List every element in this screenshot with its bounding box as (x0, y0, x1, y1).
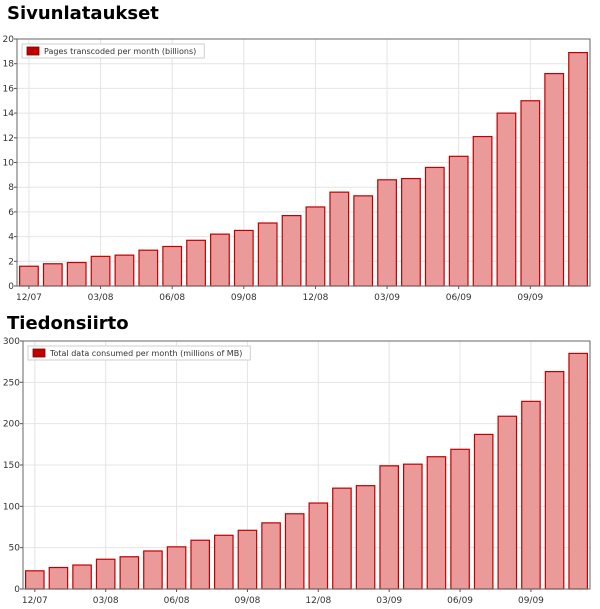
x-tick-label: 09/08 (234, 596, 260, 606)
bar (305, 206, 326, 287)
bar (162, 245, 183, 287)
y-tick-label: 20 (3, 35, 15, 45)
bar (210, 233, 230, 287)
y-tick-label: 6 (8, 208, 14, 218)
y-tick-label: 14 (3, 109, 15, 119)
bar (119, 556, 140, 590)
bar (190, 539, 211, 590)
bar (95, 558, 116, 590)
bar (19, 265, 39, 287)
bar (329, 191, 350, 287)
x-tick-label: 03/08 (88, 293, 114, 303)
x-tick-label: 06/08 (159, 293, 185, 303)
legend-swatch (26, 46, 40, 56)
y-tick-label: 10 (3, 159, 15, 169)
legend: Pages transcoded per month (billions) (21, 43, 205, 59)
bar (284, 513, 305, 590)
bar (281, 215, 302, 287)
plot-frame (22, 340, 591, 590)
y-tick-label: 4 (8, 233, 14, 243)
y-tick-label: 12 (3, 134, 14, 144)
y-tick-label: 250 (3, 378, 20, 388)
y-tick-label: 200 (3, 420, 20, 430)
x-tick-label: 03/08 (93, 596, 119, 606)
bar (143, 550, 163, 590)
data-transfer-bar-chart: 0 50 100 150 200 250 300 12/07 03/08 06/08 09/08 12… (3, 337, 591, 606)
y-tick-label: 2 (8, 257, 14, 267)
bar (233, 229, 254, 287)
x-tick-label: 12/08 (302, 293, 328, 303)
bar (353, 195, 374, 287)
y-tick-label: 300 (3, 337, 20, 347)
legend: Total data consumed per month (millions … (27, 345, 251, 361)
chart-title-data-transfer: Tiedonsiirto (7, 313, 129, 334)
bar (568, 51, 588, 287)
bar (261, 522, 281, 590)
bar (473, 433, 494, 590)
bar (66, 261, 87, 287)
x-tick-label: 12/07 (22, 596, 48, 606)
bar (42, 263, 63, 287)
y-tick-label: 150 (3, 461, 20, 471)
bar (448, 155, 469, 287)
bar (544, 72, 565, 287)
plot-frame (16, 38, 591, 287)
y-tick-label: 50 (9, 544, 21, 554)
bar (403, 463, 423, 590)
bar (308, 502, 329, 590)
bar (72, 564, 92, 590)
bar (497, 415, 518, 590)
bar (166, 546, 187, 590)
legend-box (27, 345, 251, 361)
bar (114, 254, 135, 287)
legend-label: Pages transcoded per month (billions) (44, 47, 196, 56)
bar (25, 570, 45, 590)
bar (496, 112, 517, 287)
bar (379, 465, 400, 590)
y-tick-label: 100 (3, 502, 20, 512)
bar (257, 222, 278, 287)
chart-title-pageloads: Sivunlataukset (7, 3, 159, 24)
y-tick-label: 8 (8, 183, 14, 193)
y-tick-label: 0 (14, 585, 20, 595)
y-tick-label: 18 (3, 60, 15, 70)
legend-box (21, 43, 205, 59)
x-tick-label: 09/09 (517, 293, 543, 303)
bar (332, 487, 352, 590)
x-tick-label: 09/08 (231, 293, 257, 303)
bar (138, 249, 159, 287)
bar (521, 400, 541, 590)
x-tick-label: 06/09 (446, 293, 472, 303)
bar (472, 135, 493, 287)
bar (568, 352, 588, 590)
legend-swatch (32, 348, 46, 358)
legend-label: Total data consumed per month (millions … (49, 349, 242, 358)
bar (520, 100, 541, 287)
bar (237, 529, 258, 590)
bar (377, 179, 397, 287)
x-tick-label: 12/08 (305, 596, 331, 606)
x-tick-label: 03/09 (374, 293, 400, 303)
bar (544, 370, 565, 590)
bar (424, 166, 445, 287)
bar (355, 485, 376, 590)
x-tick-label: 03/09 (376, 596, 402, 606)
bar (90, 255, 111, 287)
pageloads-bar-chart: 0 2 4 6 8 10 12 14 16 18 20 12/07 03/08 06/08 09/08 12/… (3, 35, 591, 303)
bar (48, 566, 69, 590)
x-tick-label: 06/09 (447, 596, 473, 606)
x-tick-label: 12/07 (16, 293, 42, 303)
y-tick-label: 0 (8, 282, 14, 292)
bar (186, 239, 206, 287)
x-tick-label: 09/09 (518, 596, 544, 606)
bar (426, 456, 447, 590)
bar (401, 177, 421, 287)
bar (450, 448, 470, 590)
y-tick-label: 16 (3, 84, 15, 94)
x-tick-label: 06/08 (164, 596, 190, 606)
bar (214, 534, 234, 590)
